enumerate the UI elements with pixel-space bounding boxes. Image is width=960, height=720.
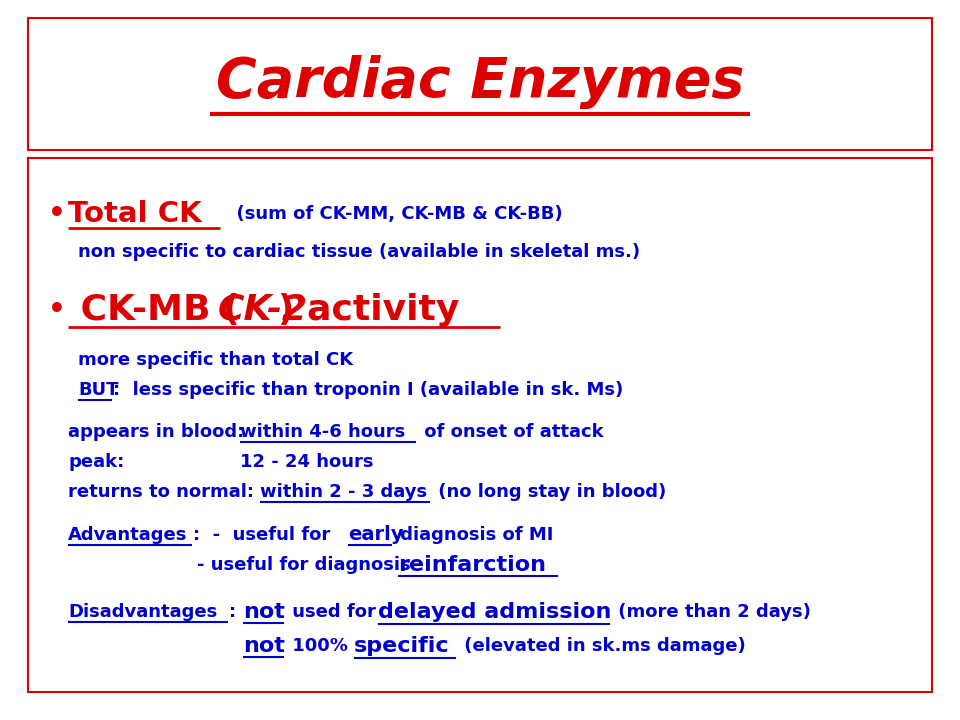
Bar <box>28 18 932 150</box>
Text: CK-2: CK-2 <box>218 293 308 327</box>
Text: (sum of CK-MM, CK-MB & CK-BB): (sum of CK-MM, CK-MB & CK-BB) <box>224 205 563 223</box>
Text: ) activity: ) activity <box>278 293 460 327</box>
Text: (more than 2 days): (more than 2 days) <box>612 603 811 621</box>
Text: (elevated in sk.ms damage): (elevated in sk.ms damage) <box>458 637 746 655</box>
Text: BUT: BUT <box>78 381 118 399</box>
Text: early: early <box>348 526 403 544</box>
Text: Total CK: Total CK <box>68 200 202 228</box>
Text: CK-MB (: CK-MB ( <box>68 293 240 327</box>
Text: reinfarction: reinfarction <box>398 555 546 575</box>
Text: :  less specific than troponin I (available in sk. Ms): : less specific than troponin I (availab… <box>113 381 623 399</box>
Text: appears in blood:: appears in blood: <box>68 423 263 441</box>
Text: of onset of attack: of onset of attack <box>418 423 604 441</box>
Text: used for: used for <box>286 603 382 621</box>
Text: (no long stay in blood): (no long stay in blood) <box>432 483 666 501</box>
Text: within 2 - 3 days: within 2 - 3 days <box>260 483 427 501</box>
Text: Disadvantages: Disadvantages <box>68 603 217 621</box>
Text: Cardiac Enzymes: Cardiac Enzymes <box>216 55 744 109</box>
Text: not: not <box>243 602 285 622</box>
Text: •: • <box>48 200 65 228</box>
Text: :  -  useful for: : - useful for <box>193 526 337 544</box>
Text: more specific than total CK: more specific than total CK <box>78 351 353 369</box>
Text: :: : <box>229 603 242 621</box>
Text: not: not <box>243 636 285 656</box>
Text: peak:: peak: <box>68 453 124 471</box>
Text: - useful for diagnosis: - useful for diagnosis <box>197 556 417 574</box>
Text: non specific to cardiac tissue (available in skeletal ms.): non specific to cardiac tissue (availabl… <box>78 243 640 261</box>
Text: specific: specific <box>354 636 449 656</box>
Text: diagnosis of MI: diagnosis of MI <box>394 526 553 544</box>
Text: 100%: 100% <box>286 637 354 655</box>
Bar <box>28 158 932 692</box>
Text: within 4-6 hours: within 4-6 hours <box>240 423 405 441</box>
Text: Advantages: Advantages <box>68 526 187 544</box>
Text: •: • <box>48 296 65 324</box>
Text: delayed admission: delayed admission <box>378 602 612 622</box>
Text: returns to normal:: returns to normal: <box>68 483 273 501</box>
Text: 12 - 24 hours: 12 - 24 hours <box>240 453 373 471</box>
